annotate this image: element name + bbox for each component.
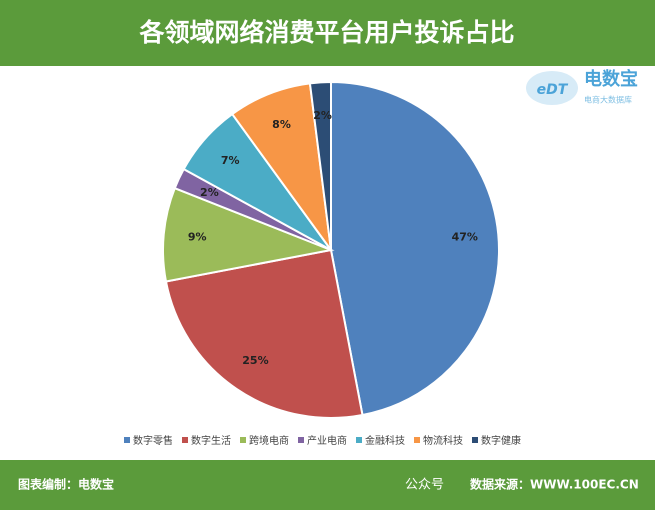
logo-name: 电数宝 bbox=[584, 68, 638, 90]
pie-slice bbox=[162, 186, 335, 283]
logo: eDT 电数宝 电商大数据库 bbox=[526, 68, 638, 105]
data-label: 9% bbox=[188, 230, 207, 243]
chart-title: 各领域网络消费平台用户投诉占比 bbox=[138, 18, 514, 47]
legend-swatch bbox=[298, 437, 304, 443]
legend-swatch bbox=[240, 437, 246, 443]
legend: 数字零售 数字生活 跨境电商 产业电商 金融科技 物流科技 数字健康 bbox=[124, 434, 521, 447]
logo-cloud bbox=[526, 71, 578, 105]
data-label: 47% bbox=[452, 230, 478, 243]
data-label: 2% bbox=[313, 109, 332, 122]
data-label: 25% bbox=[242, 354, 268, 367]
pie-slice bbox=[308, 80, 332, 251]
data-label: 7% bbox=[221, 154, 240, 167]
logo-mark: eDT bbox=[537, 82, 569, 98]
legend-label: 数字生活 bbox=[191, 434, 231, 447]
legend-label: 数字健康 bbox=[481, 434, 521, 447]
legend-label: 数字零售 bbox=[133, 434, 173, 447]
legend-swatch bbox=[356, 437, 362, 443]
legend-label: 产业电商 bbox=[307, 434, 347, 447]
legend-label: 金融科技 bbox=[365, 434, 405, 447]
legend-swatch bbox=[414, 437, 420, 443]
footer-bar bbox=[0, 460, 655, 510]
pie-slice bbox=[164, 248, 364, 419]
pie-slice bbox=[330, 80, 500, 417]
legend-swatch bbox=[124, 437, 130, 443]
data-label: 8% bbox=[272, 118, 291, 131]
footer-source: 数据来源：WWW.100EC.CN bbox=[470, 477, 639, 492]
footer-watermark: 公众号 bbox=[405, 478, 444, 493]
header-bar bbox=[0, 0, 655, 66]
legend-swatch bbox=[472, 437, 478, 443]
legend-label: 跨境电商 bbox=[249, 434, 289, 447]
legend-swatch bbox=[182, 437, 188, 443]
footer-credit: 图表编制：电数宝 bbox=[18, 477, 114, 492]
legend-label: 物流科技 bbox=[423, 434, 463, 447]
data-label: 2% bbox=[200, 186, 219, 199]
logo-tagline: 电商大数据库 bbox=[584, 95, 632, 105]
